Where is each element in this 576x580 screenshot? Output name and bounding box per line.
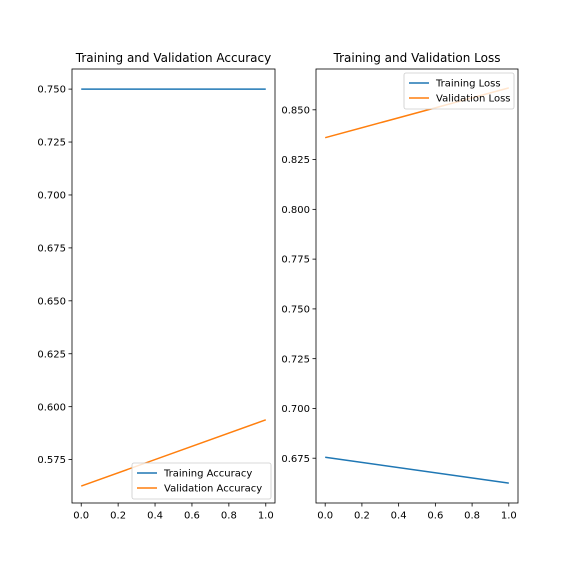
y-tick-label: 0.675 <box>37 243 66 254</box>
x-tick-label: 0.4 <box>391 511 407 522</box>
x-tick-label: 1.0 <box>501 511 517 522</box>
x-tick-label: 0.2 <box>110 511 126 522</box>
series-line-1 <box>325 457 509 483</box>
y-tick-label: 0.700 <box>37 191 66 202</box>
x-tick-label: 1.0 <box>258 511 274 522</box>
y-tick-label: 0.575 <box>37 455 66 466</box>
x-tick-label: 0.0 <box>317 511 333 522</box>
y-tick-label: 0.750 <box>37 85 66 96</box>
y-tick-label: 0.775 <box>281 255 310 266</box>
y-tick-label: 0.700 <box>281 404 310 415</box>
legend: Training Accuracy Validation Accuracy <box>132 463 271 499</box>
x-tick-label: 0.2 <box>354 511 370 522</box>
x-tick-label: 0.0 <box>73 511 89 522</box>
y-tick-label: 0.650 <box>37 296 66 307</box>
axes-frame <box>72 69 275 503</box>
legend-label: Validation Loss <box>436 94 511 105</box>
legend-label: Training Accuracy <box>163 469 252 480</box>
legend-label: Training Loss <box>435 79 501 90</box>
y-tick-label: 0.800 <box>281 205 310 216</box>
chart-title: Training and Validation Accuracy <box>75 51 271 65</box>
y-tick-label: 0.725 <box>281 354 310 365</box>
subplot-1: Training and Validation Accuracy 0.0 0.2 0.… <box>37 51 275 522</box>
y-tick-label: 0.750 <box>281 304 310 315</box>
y-tick-label: 0.850 <box>281 105 310 116</box>
y-tick-label: 0.625 <box>37 349 66 360</box>
x-tick-label: 0.8 <box>464 511 480 522</box>
axes-frame <box>316 69 518 503</box>
y-tick-label: 0.725 <box>37 138 66 149</box>
subplot-2: Training and Validation Loss 0.0 0.2 0.4 0.6… <box>281 51 518 522</box>
x-tick-label: 0.8 <box>221 511 237 522</box>
x-tick-label: 0.4 <box>147 511 163 522</box>
y-tick-label: 0.825 <box>281 155 310 166</box>
x-tick-label: 0.6 <box>184 511 200 522</box>
x-tick-label: 0.6 <box>427 511 443 522</box>
chart-title: Training and Validation Loss <box>333 51 501 65</box>
y-tick-label: 0.675 <box>281 454 310 465</box>
legend-label: Validation Accuracy <box>164 484 262 495</box>
y-tick-label: 0.600 <box>37 402 66 413</box>
legend: Training Loss Validation Loss <box>404 73 514 109</box>
